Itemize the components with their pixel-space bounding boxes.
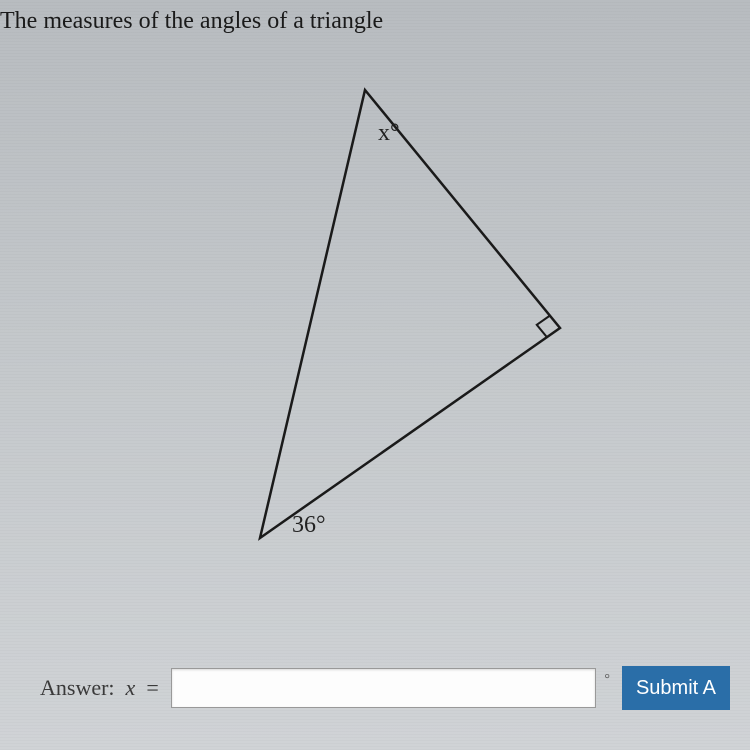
triangle-shape [260, 90, 560, 538]
triangle-diagram: x° 36° [220, 80, 600, 580]
answer-equals: = [146, 675, 158, 700]
triangle-svg [220, 80, 600, 580]
answer-variable: x [126, 675, 136, 700]
answer-input[interactable] [171, 668, 597, 708]
question-text: The measures of the angles of a triangle [0, 8, 383, 35]
degree-symbol: ° [604, 672, 610, 688]
submit-button[interactable]: Submit A [622, 666, 730, 710]
answer-label: Answer: x = [40, 675, 159, 701]
right-angle-marker [537, 316, 550, 338]
answer-row: Answer: x = ° Submit A [40, 666, 730, 710]
angle-label-bottom: 36° [292, 512, 326, 539]
angle-label-top: x° [378, 120, 400, 147]
answer-prefix: Answer: [40, 675, 115, 700]
